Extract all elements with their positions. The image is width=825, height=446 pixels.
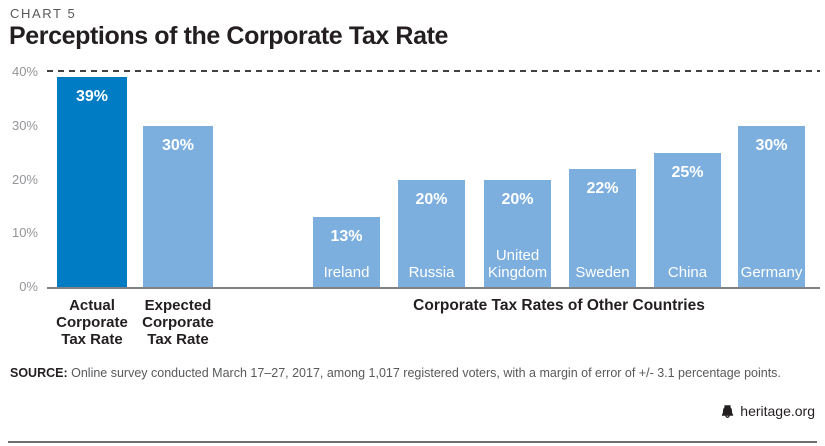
bar-country-label: Russia bbox=[408, 263, 455, 281]
bar-country-label: United Kingdom bbox=[487, 246, 548, 281]
bar-value-label: 22% bbox=[586, 179, 619, 197]
bar-caption-expected: Expected Corporate Tax Rate bbox=[142, 297, 214, 348]
y-axis-tick-10: 10% bbox=[11, 225, 38, 241]
bar-sweden: 22% Sweden bbox=[569, 168, 636, 287]
bar-caption-actual: Actual Corporate Tax Rate bbox=[56, 297, 128, 348]
heritage-brand: heritage.org bbox=[720, 403, 815, 419]
y-axis-tick-20: 20% bbox=[11, 171, 38, 187]
bar-actual: 39% bbox=[57, 77, 127, 287]
bar-russia: 20% Russia bbox=[398, 179, 465, 287]
bar-ireland: 13% Ireland bbox=[313, 217, 380, 287]
forty-percent-dashed-line bbox=[47, 70, 820, 72]
bar-country-label: Germany bbox=[740, 263, 803, 281]
source-note: SOURCE: Online survey conducted March 17… bbox=[10, 366, 781, 380]
bar-china: 25% China bbox=[654, 152, 721, 287]
page-title: Perceptions of the Corporate Tax Rate bbox=[9, 22, 448, 50]
y-axis-tick-40: 40% bbox=[11, 64, 38, 79]
y-axis-tick-30: 30% bbox=[11, 117, 38, 133]
bar-expected: 30% bbox=[143, 125, 213, 287]
y-axis-tick-0: 0% bbox=[19, 279, 38, 294]
bar-chart-plot-area: 39% Actual Corporate Tax Rate 30% Expected … bbox=[47, 70, 820, 348]
brand-text: heritage.org bbox=[740, 403, 815, 419]
bar-country-label: China bbox=[667, 263, 708, 281]
liberty-bell-icon bbox=[720, 404, 735, 419]
bottom-divider bbox=[8, 441, 817, 443]
bar-country-label: Sweden bbox=[575, 263, 630, 281]
bar-value-label: 39% bbox=[75, 88, 109, 106]
bar-value-label: 20% bbox=[501, 190, 534, 208]
chart-kicker: CHART 5 bbox=[10, 6, 77, 21]
source-label: SOURCE: bbox=[10, 366, 68, 380]
other-countries-group-label: Corporate Tax Rates of Other Countries bbox=[413, 297, 705, 314]
bar-value-label: 13% bbox=[330, 228, 363, 246]
bar-value-label: 30% bbox=[161, 136, 195, 154]
bar-country-label: Ireland bbox=[323, 263, 370, 281]
bar-germany: 30% Germany bbox=[738, 125, 805, 287]
bar-value-label: 25% bbox=[671, 163, 704, 181]
source-text: Online survey conducted March 17–27, 201… bbox=[67, 366, 781, 380]
bar-value-label: 20% bbox=[415, 190, 448, 208]
bar-united-kingdom: 20% United Kingdom bbox=[484, 179, 551, 287]
bar-value-label: 30% bbox=[755, 136, 788, 154]
